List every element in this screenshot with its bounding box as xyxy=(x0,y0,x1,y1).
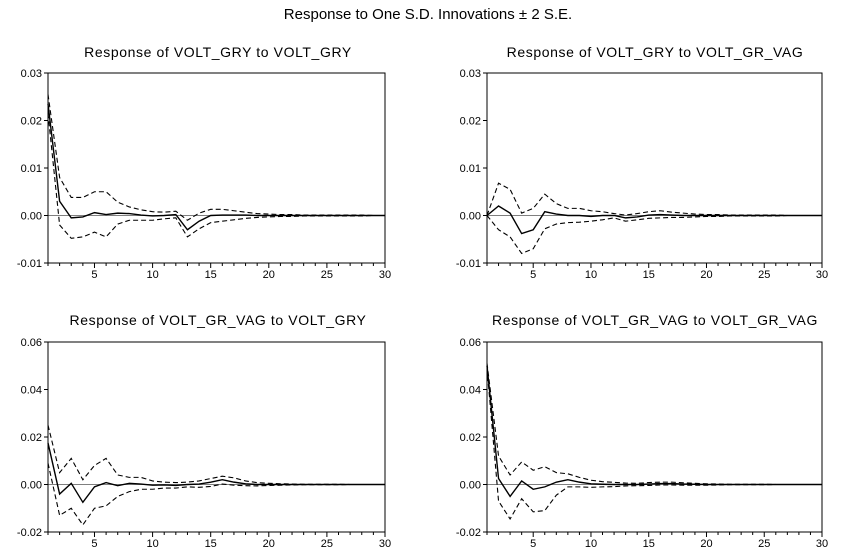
y-tick-label: 0.00 xyxy=(460,480,481,492)
x-tick-label: 30 xyxy=(379,269,391,281)
x-tick-label: 15 xyxy=(643,538,655,550)
plot-frame xyxy=(486,341,823,533)
x-tick-label: 25 xyxy=(321,269,333,281)
y-tick-label: 0.01 xyxy=(460,163,481,175)
x-tick-label: 25 xyxy=(321,538,333,550)
y-tick-label: 0.03 xyxy=(460,68,481,80)
y-tick-label: 0.00 xyxy=(21,211,42,223)
panel-title: Response of VOLT_GR_VAG to VOLT_GRY xyxy=(70,312,367,328)
x-tick-label: 30 xyxy=(816,538,828,550)
response-line xyxy=(486,365,822,498)
plot-frame xyxy=(486,72,823,264)
y-tick-label: 0.03 xyxy=(21,68,42,80)
figure-title: Response to One S.D. Innovations ± 2 S.E… xyxy=(284,6,572,23)
upper-band-line xyxy=(47,424,385,486)
y-tick-label: 0.02 xyxy=(460,116,481,128)
panel-title: Response of VOLT_GRY to VOLT_GR_VAG xyxy=(507,44,804,60)
x-tick-label: 10 xyxy=(146,269,158,281)
panel-title: Response of VOLT_GRY to VOLT_GRY xyxy=(84,44,352,60)
response-line xyxy=(47,442,385,504)
lower-band-line xyxy=(47,113,385,239)
y-tick-label: 0.02 xyxy=(460,432,481,444)
plot-frame xyxy=(47,341,386,533)
x-tick-label: 15 xyxy=(643,269,655,281)
y-tick-label: -0.02 xyxy=(456,527,481,539)
x-tick-label: 5 xyxy=(91,269,97,281)
lower-band-line xyxy=(47,463,385,526)
x-tick-label: 25 xyxy=(758,538,770,550)
response-line xyxy=(47,103,385,231)
y-tick-label: 0.04 xyxy=(21,385,42,397)
y-tick-label: 0.02 xyxy=(21,116,42,128)
y-tick-label: 0.01 xyxy=(21,163,42,175)
panel-title: Response of VOLT_GR_VAG to VOLT_GR_VAG xyxy=(492,312,818,328)
x-tick-label: 30 xyxy=(379,538,391,550)
y-tick-label: 0.00 xyxy=(21,480,42,492)
y-tick-label: 0.04 xyxy=(460,385,481,397)
x-tick-label: 10 xyxy=(146,538,158,550)
panel-2: Response of VOLT_GRY to VOLT_GR_VAG -0.01… xyxy=(456,44,828,281)
x-tick-label: 5 xyxy=(530,538,536,550)
panel-3: Response of VOLT_GR_VAG to VOLT_GRY -0.02… xyxy=(17,312,391,550)
x-tick-label: 20 xyxy=(263,538,275,550)
lower-band-line xyxy=(486,214,822,255)
x-tick-label: 5 xyxy=(91,538,97,550)
x-tick-label: 15 xyxy=(205,538,217,550)
y-tick-label: 0.02 xyxy=(21,432,42,444)
x-tick-label: 20 xyxy=(700,269,712,281)
x-tick-label: 25 xyxy=(758,269,770,281)
response-line xyxy=(486,205,822,235)
y-tick-label: 0.00 xyxy=(460,211,481,223)
y-tick-label: 0.06 xyxy=(21,337,42,349)
x-tick-label: 15 xyxy=(205,269,217,281)
y-tick-label: -0.01 xyxy=(456,258,481,270)
plot-frame xyxy=(47,72,386,264)
x-tick-label: 20 xyxy=(263,269,275,281)
y-tick-label: 0.06 xyxy=(460,337,481,349)
panels: Response of VOLT_GRY to VOLT_GRY -0.01 0.0… xyxy=(17,44,828,550)
lower-band-line xyxy=(486,368,822,520)
panel-4: Response of VOLT_GR_VAG to VOLT_GR_VAG -0… xyxy=(456,312,828,550)
panel-1: Response of VOLT_GRY to VOLT_GRY -0.01 0.0… xyxy=(17,44,391,281)
x-tick-label: 5 xyxy=(530,269,536,281)
upper-band-line xyxy=(486,363,822,486)
x-tick-label: 10 xyxy=(585,538,597,550)
upper-band-line xyxy=(486,182,822,217)
y-tick-label: -0.01 xyxy=(17,258,42,270)
x-tick-label: 10 xyxy=(585,269,597,281)
upper-band-line xyxy=(47,94,385,221)
y-tick-label: -0.02 xyxy=(17,527,42,539)
x-tick-label: 20 xyxy=(700,538,712,550)
x-tick-label: 30 xyxy=(816,269,828,281)
